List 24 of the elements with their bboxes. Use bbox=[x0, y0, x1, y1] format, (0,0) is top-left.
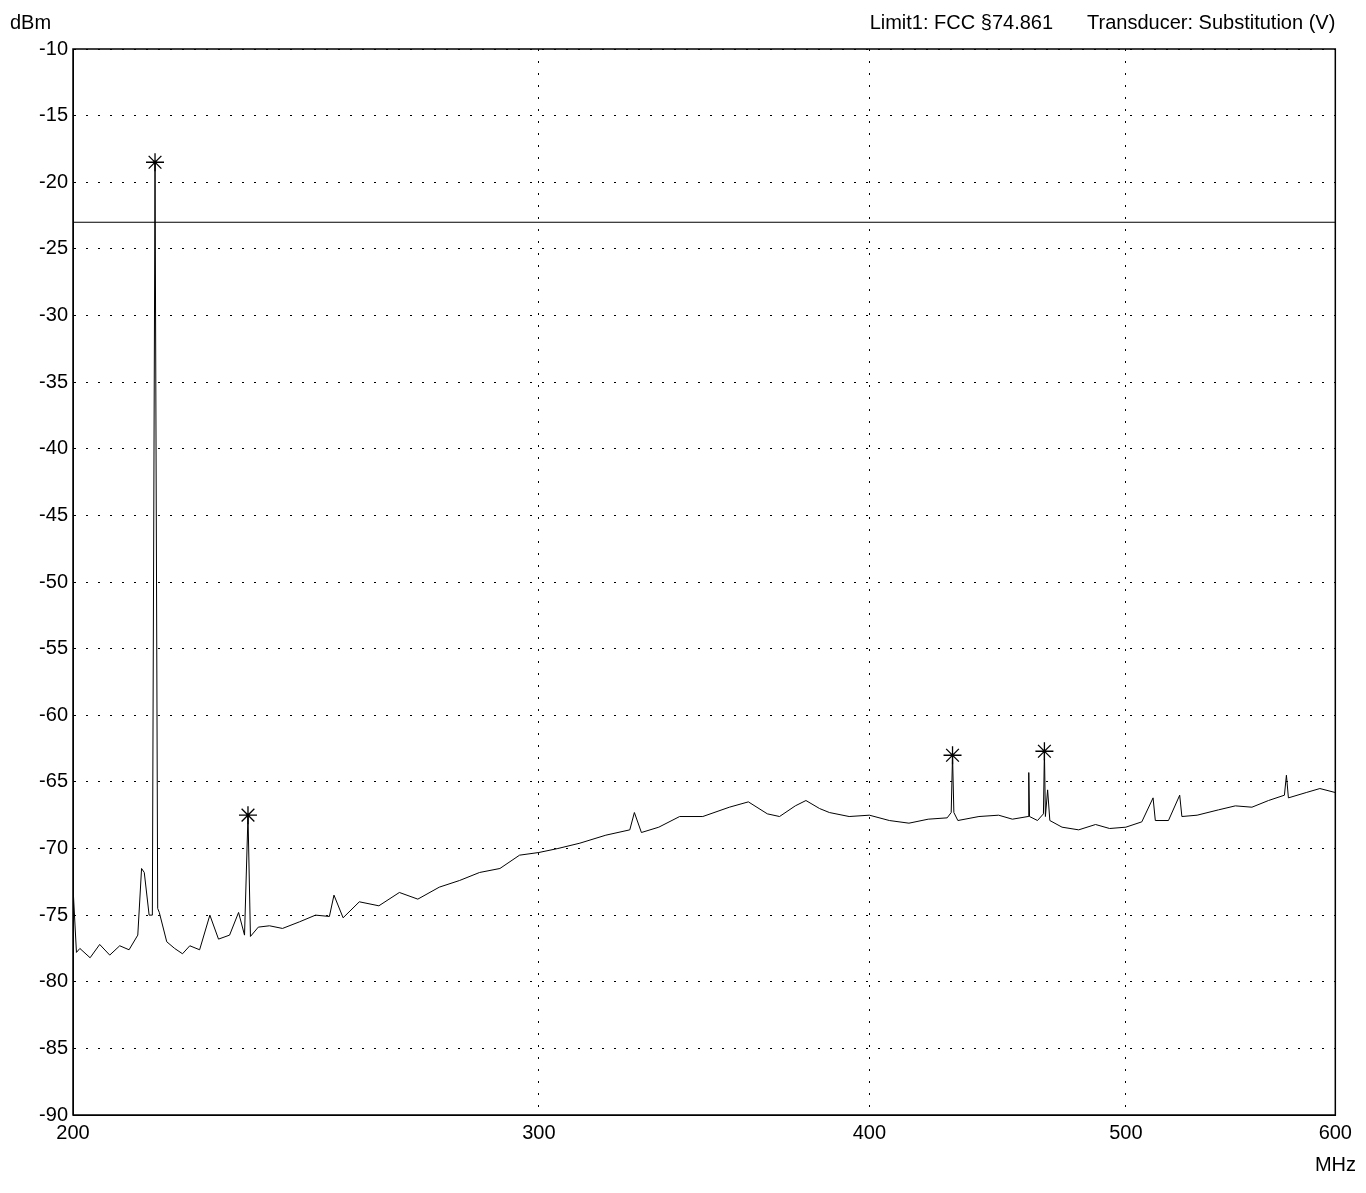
y-tick-label: -15 bbox=[39, 103, 68, 126]
y-tick-label: -35 bbox=[39, 369, 68, 392]
y-tick-label: -40 bbox=[39, 436, 68, 459]
y-tick-label: -25 bbox=[39, 236, 68, 259]
y-tick-label: -70 bbox=[39, 836, 68, 859]
x-tick-label: 600 bbox=[1318, 1120, 1352, 1143]
text: Limit1: FCC §74.861 bbox=[869, 10, 1054, 33]
x-axis-title: MHz bbox=[1314, 1152, 1356, 1175]
y-tick-label: -80 bbox=[39, 969, 68, 992]
y-axis-title: dBm bbox=[10, 10, 52, 33]
y-tick-label: -20 bbox=[39, 169, 68, 192]
y-tick-label: -60 bbox=[39, 702, 68, 725]
y-tick-label: -45 bbox=[39, 502, 68, 525]
x-tick-label: 500 bbox=[1109, 1120, 1143, 1143]
y-tick-label: -10 bbox=[39, 36, 68, 59]
y-tick-label: -75 bbox=[39, 902, 68, 925]
text: Transducer: Substitution (V) bbox=[1087, 10, 1336, 33]
y-tick-label: -50 bbox=[39, 569, 68, 592]
x-tick-label: 400 bbox=[852, 1120, 887, 1143]
y-tick-label: -55 bbox=[39, 636, 68, 659]
x-tick-label: 300 bbox=[522, 1120, 556, 1143]
y-tick-label: -85 bbox=[39, 1035, 68, 1058]
y-tick-label: -30 bbox=[39, 303, 68, 326]
y-tick-label: -65 bbox=[39, 769, 68, 792]
